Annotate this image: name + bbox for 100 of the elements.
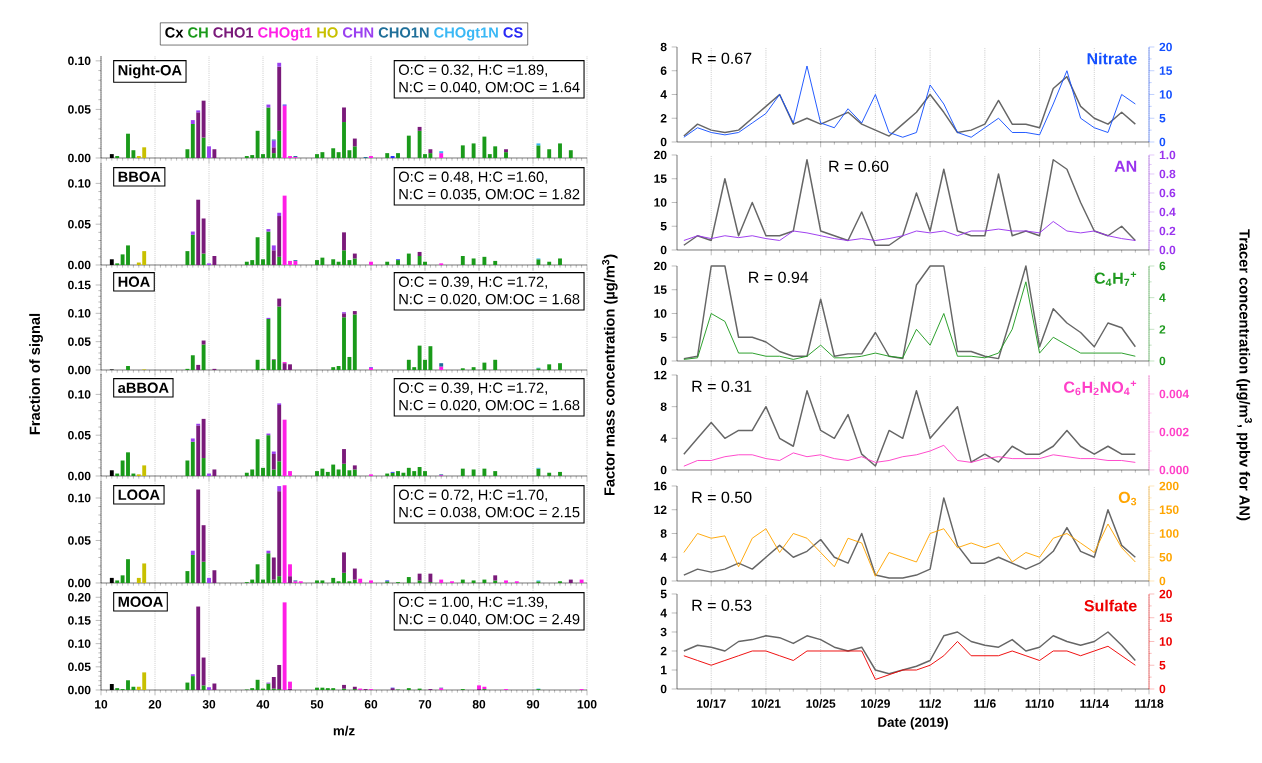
y-tick-label: 0.10 bbox=[68, 179, 91, 188]
annotation: N:C = 0.040, OM:OC = 2.49 bbox=[399, 613, 580, 627]
y-tick-label: 1 bbox=[661, 665, 667, 675]
y2-tick-label: 0 bbox=[1159, 137, 1166, 147]
y-tick-label: 0.05 bbox=[68, 430, 91, 440]
x-tick-label: 10/25 bbox=[806, 699, 836, 708]
y-tick-label: 0.20 bbox=[68, 593, 91, 602]
y-axis-title: Factor mass concentration (µg/m$^{3}$) bbox=[602, 254, 618, 496]
annotation: N:C = 0.038, OM:OC = 2.15 bbox=[399, 506, 580, 520]
y2-axis-title: Tracer concentration (µg/m$^{3}$, ppbv for AN) bbox=[1236, 229, 1252, 521]
chart-title: aBBOA bbox=[118, 382, 169, 393]
text: CHN bbox=[342, 27, 374, 38]
y-tick-label: 8 bbox=[660, 42, 667, 52]
y2-tick-label: 20 bbox=[1159, 589, 1172, 599]
y-tick-label: 0 bbox=[660, 684, 667, 694]
annotation: O:C = 0.39, H:C =1.72, bbox=[398, 382, 547, 395]
text: AN bbox=[1114, 160, 1137, 172]
text: CHO1N bbox=[378, 27, 429, 38]
y2-tick-label: 0 bbox=[1159, 356, 1166, 366]
y2-tick-label: 1.0 bbox=[1159, 150, 1176, 160]
y-tick-label: 8 bbox=[660, 529, 667, 538]
y-tick-label: 0.00 bbox=[68, 153, 91, 163]
x-tick-label: 10 bbox=[95, 700, 108, 709]
x-tick-label: 30 bbox=[202, 700, 216, 709]
y-tick-label: 15 bbox=[654, 174, 667, 183]
annotation: R = 0.67 bbox=[692, 52, 752, 64]
x-tick-label: 60 bbox=[364, 700, 378, 709]
y-axis-title: Fraction of signal bbox=[29, 313, 43, 435]
y2-tick-label: 0.8 bbox=[1159, 169, 1176, 179]
y2-tick-label: 15 bbox=[1159, 66, 1173, 75]
y2-tick-label: 10 bbox=[1159, 90, 1172, 99]
y-tick-label: 0.00 bbox=[68, 685, 91, 695]
chart-title: BBOA bbox=[118, 171, 161, 182]
y-tick-label: 0.10 bbox=[68, 390, 91, 399]
y-tick-label: 0.05 bbox=[68, 536, 91, 545]
y2-tick-label: 20 bbox=[1159, 42, 1172, 52]
text: C$_{4}$H$_{7}$+ bbox=[1094, 271, 1137, 287]
annotation: O:C = 0.32, H:C =1.89, bbox=[398, 64, 547, 77]
y-tick-label: 5 bbox=[660, 589, 667, 599]
y-tick-label: 0.05 bbox=[68, 105, 91, 114]
annotation: O:C = 1.00, H:C =1.39, bbox=[398, 596, 547, 609]
x-axis-title: Date (2019) bbox=[878, 717, 948, 730]
x-tick-label: 10/17 bbox=[696, 699, 726, 708]
annotation: O:C = 0.39, H:C =1.72, bbox=[398, 276, 547, 289]
y-tick-label: 0.05 bbox=[68, 337, 91, 346]
x-tick-label: 11/6 bbox=[974, 699, 996, 708]
x-tick-label: 70 bbox=[418, 700, 432, 709]
y-tick-label: 0.05 bbox=[68, 219, 91, 229]
y-tick-label: 2 bbox=[660, 114, 667, 123]
y2-tick-label: 150 bbox=[1159, 505, 1179, 514]
annotation: R = 0.94 bbox=[749, 271, 809, 283]
y-tick-label: 0.10 bbox=[68, 493, 91, 503]
x-tick-label: 11/14 bbox=[1080, 699, 1109, 708]
y2-tick-label: 0 bbox=[1159, 684, 1166, 694]
y2-tick-label: 15 bbox=[1159, 613, 1173, 622]
y2-tick-label: 0 bbox=[1159, 576, 1166, 586]
y-tick-label: 0.10 bbox=[68, 309, 91, 318]
y2-tick-label: 100 bbox=[1159, 529, 1179, 538]
y2-tick-label: 0.000 bbox=[1159, 465, 1189, 475]
x-tick-label: 50 bbox=[310, 700, 324, 709]
text: CHO1 bbox=[213, 27, 254, 38]
y2-tick-label: 5 bbox=[1159, 661, 1166, 670]
annotation: N:C = 0.020, OM:OC = 1.68 bbox=[399, 293, 580, 307]
annotation: R = 0.60 bbox=[829, 160, 889, 172]
y-tick-label: 20 bbox=[654, 261, 667, 271]
y-tick-label: 0.10 bbox=[68, 639, 91, 648]
text: CH bbox=[188, 27, 208, 38]
text: HO bbox=[317, 27, 338, 38]
series-label: Nitrate bbox=[1087, 52, 1137, 65]
x-tick-label: 90 bbox=[526, 700, 540, 709]
y2-tick-label: 0.004 bbox=[1159, 389, 1190, 399]
y-tick-label: 6 bbox=[660, 66, 667, 75]
text: CHOgt1 bbox=[258, 27, 312, 41]
y2-tick-label: 6 bbox=[1159, 261, 1166, 271]
text: Cx bbox=[165, 27, 184, 38]
chart-title: LOOA bbox=[118, 489, 160, 500]
y2-tick-label: 200 bbox=[1159, 481, 1179, 491]
x-tick-label: 40 bbox=[256, 700, 270, 709]
y2-tick-label: 5 bbox=[1159, 114, 1166, 123]
y-tick-label: 12 bbox=[654, 370, 667, 380]
chart-title: HOA bbox=[118, 276, 150, 287]
y-tick-label: 15 bbox=[654, 285, 667, 294]
x-tick-label: 20 bbox=[148, 700, 162, 709]
y-tick-label: 5 bbox=[660, 333, 667, 342]
y2-tick-label: 0.4 bbox=[1159, 207, 1176, 217]
y-tick-label: 0.05 bbox=[68, 662, 91, 672]
text: Night-OA bbox=[118, 64, 182, 79]
y-tick-label: 4 bbox=[660, 90, 667, 99]
annotation: O:C = 0.72, H:C =1.70, bbox=[398, 489, 547, 502]
text: C$_{6}$H$_{2}$NO$_{4}$+ bbox=[1064, 380, 1137, 396]
text: CHOgt1N bbox=[434, 27, 498, 41]
text: Sulfate bbox=[1084, 599, 1137, 612]
annotation: R = 0.50 bbox=[692, 491, 752, 503]
y-tick-label: 0 bbox=[660, 245, 667, 255]
y-tick-label: 2 bbox=[660, 646, 667, 656]
annotation: N:C = 0.040, OM:OC = 1.64 bbox=[399, 81, 580, 95]
y-tick-label: 12 bbox=[654, 505, 667, 514]
x-tick-label: 11/10 bbox=[1025, 699, 1054, 708]
chart-title: MOOA bbox=[118, 596, 163, 607]
y-tick-label: 4 bbox=[660, 608, 667, 618]
